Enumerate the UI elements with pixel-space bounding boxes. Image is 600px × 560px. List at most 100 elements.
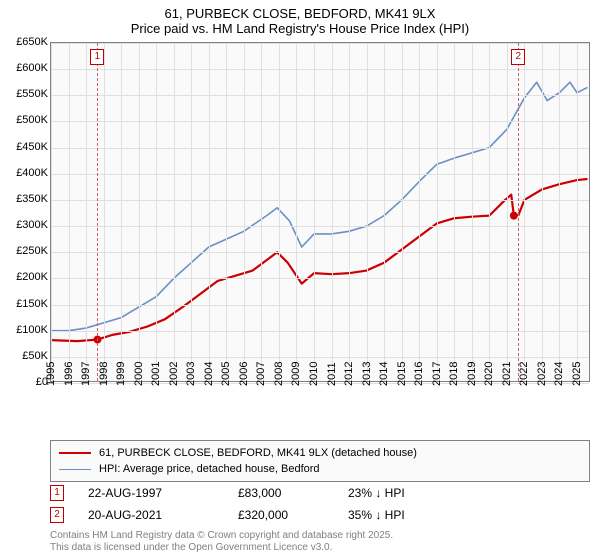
x-tick-label: 2003 bbox=[185, 362, 197, 386]
gridline-v bbox=[69, 43, 70, 381]
gridline-v bbox=[507, 43, 508, 381]
chart-title-line1: 61, PURBECK CLOSE, BEDFORD, MK41 9LX bbox=[0, 6, 600, 21]
gridline-v bbox=[226, 43, 227, 381]
transaction-date: 20-AUG-2021 bbox=[88, 508, 238, 522]
x-tick-label: 2012 bbox=[343, 362, 355, 386]
gridline-v bbox=[156, 43, 157, 381]
x-tick-label: 1998 bbox=[98, 362, 110, 386]
gridline-h bbox=[51, 252, 589, 253]
gridline-v bbox=[577, 43, 578, 381]
legend-swatch bbox=[59, 469, 91, 470]
gridline-v bbox=[332, 43, 333, 381]
x-tick-label: 1995 bbox=[45, 362, 57, 386]
gridline-v bbox=[51, 43, 52, 381]
gridline-h bbox=[51, 226, 589, 227]
transaction-marker: 2 bbox=[50, 507, 64, 523]
x-tick-label: 2017 bbox=[431, 362, 443, 386]
y-tick-label: £200K bbox=[2, 271, 48, 283]
x-tick-label: 2019 bbox=[466, 362, 478, 386]
gridline-v bbox=[209, 43, 210, 381]
x-tick-label: 2016 bbox=[413, 362, 425, 386]
gridline-v bbox=[174, 43, 175, 381]
gridline-h bbox=[51, 148, 589, 149]
x-tick-label: 1999 bbox=[115, 362, 127, 386]
gridline-v bbox=[559, 43, 560, 381]
gridline-v bbox=[454, 43, 455, 381]
x-tick-label: 2007 bbox=[255, 362, 267, 386]
y-tick-label: £300K bbox=[2, 219, 48, 231]
y-tick-label: £500K bbox=[2, 114, 48, 126]
x-tick-label: 2008 bbox=[273, 362, 285, 386]
transaction-table: 1 22-AUG-1997£83,00023% ↓ HPI 2 20-AUG-2021… bbox=[50, 482, 590, 526]
legend-box: 61, PURBECK CLOSE, BEDFORD, MK41 9LX (de… bbox=[50, 440, 590, 482]
gridline-v bbox=[349, 43, 350, 381]
y-tick-label: £350K bbox=[2, 193, 48, 205]
gridline-h bbox=[51, 357, 589, 358]
x-tick-label: 2020 bbox=[483, 362, 495, 386]
gridline-v bbox=[139, 43, 140, 381]
gridline-v bbox=[121, 43, 122, 381]
x-tick-label: 1996 bbox=[63, 362, 75, 386]
transaction-diff: 35% ↓ HPI bbox=[348, 508, 405, 522]
gridline-h bbox=[51, 305, 589, 306]
chart-title-line2: Price paid vs. HM Land Registry's House … bbox=[0, 21, 600, 36]
footnote-line1: Contains HM Land Registry data © Crown c… bbox=[50, 530, 393, 542]
footnote-line2: This data is licensed under the Open Gov… bbox=[50, 542, 393, 554]
transaction-price: £320,000 bbox=[238, 508, 348, 522]
gridline-h bbox=[51, 278, 589, 279]
gridline-v bbox=[86, 43, 87, 381]
chart-area: 12 £0£50K£100K£150K£200K£250K£300K£350K£… bbox=[0, 42, 600, 410]
x-tick-label: 2021 bbox=[501, 362, 513, 386]
x-tick-label: 2009 bbox=[290, 362, 302, 386]
legend-swatch bbox=[59, 452, 91, 454]
transaction-diff: 23% ↓ HPI bbox=[348, 486, 405, 500]
gridline-v bbox=[542, 43, 543, 381]
gridline-v bbox=[279, 43, 280, 381]
y-tick-label: £450K bbox=[2, 141, 48, 153]
footnote: Contains HM Land Registry data © Crown c… bbox=[50, 530, 393, 554]
event-marker: 2 bbox=[511, 49, 525, 65]
x-tick-label: 2018 bbox=[448, 362, 460, 386]
chart-title-block: 61, PURBECK CLOSE, BEDFORD, MK41 9LX Pri… bbox=[0, 0, 600, 36]
y-tick-label: £250K bbox=[2, 245, 48, 257]
event-line bbox=[518, 43, 519, 381]
gridline-v bbox=[261, 43, 262, 381]
gridline-v bbox=[489, 43, 490, 381]
y-tick-label: £50K bbox=[2, 350, 48, 362]
gridline-v bbox=[524, 43, 525, 381]
x-tick-label: 2000 bbox=[133, 362, 145, 386]
x-tick-label: 1997 bbox=[80, 362, 92, 386]
gridline-v bbox=[296, 43, 297, 381]
gridline-h bbox=[51, 174, 589, 175]
x-tick-label: 2015 bbox=[396, 362, 408, 386]
gridline-v bbox=[437, 43, 438, 381]
gridline-v bbox=[367, 43, 368, 381]
event-marker: 1 bbox=[90, 49, 104, 65]
x-tick-label: 2024 bbox=[553, 362, 565, 386]
y-tick-label: £0 bbox=[2, 376, 48, 388]
gridline-v bbox=[402, 43, 403, 381]
x-tick-label: 2004 bbox=[203, 362, 215, 386]
legend-label: 61, PURBECK CLOSE, BEDFORD, MK41 9LX (de… bbox=[99, 447, 417, 459]
transaction-row: 1 22-AUG-1997£83,00023% ↓ HPI bbox=[50, 482, 590, 504]
x-tick-label: 2023 bbox=[536, 362, 548, 386]
transaction-price: £83,000 bbox=[238, 486, 348, 500]
gridline-v bbox=[419, 43, 420, 381]
x-tick-label: 2025 bbox=[571, 362, 583, 386]
x-tick-label: 2014 bbox=[378, 362, 390, 386]
transaction-date: 22-AUG-1997 bbox=[88, 486, 238, 500]
y-tick-label: £600K bbox=[2, 62, 48, 74]
event-line bbox=[97, 43, 98, 381]
x-tick-label: 2010 bbox=[308, 362, 320, 386]
transaction-marker: 1 bbox=[50, 485, 64, 501]
series-svg bbox=[51, 43, 591, 383]
x-tick-label: 2006 bbox=[238, 362, 250, 386]
gridline-v bbox=[244, 43, 245, 381]
y-tick-label: £400K bbox=[2, 167, 48, 179]
gridline-h bbox=[51, 121, 589, 122]
x-tick-label: 2005 bbox=[220, 362, 232, 386]
x-tick-label: 2002 bbox=[168, 362, 180, 386]
gridline-h bbox=[51, 200, 589, 201]
y-tick-label: £550K bbox=[2, 88, 48, 100]
plot-area: 12 bbox=[50, 42, 590, 382]
